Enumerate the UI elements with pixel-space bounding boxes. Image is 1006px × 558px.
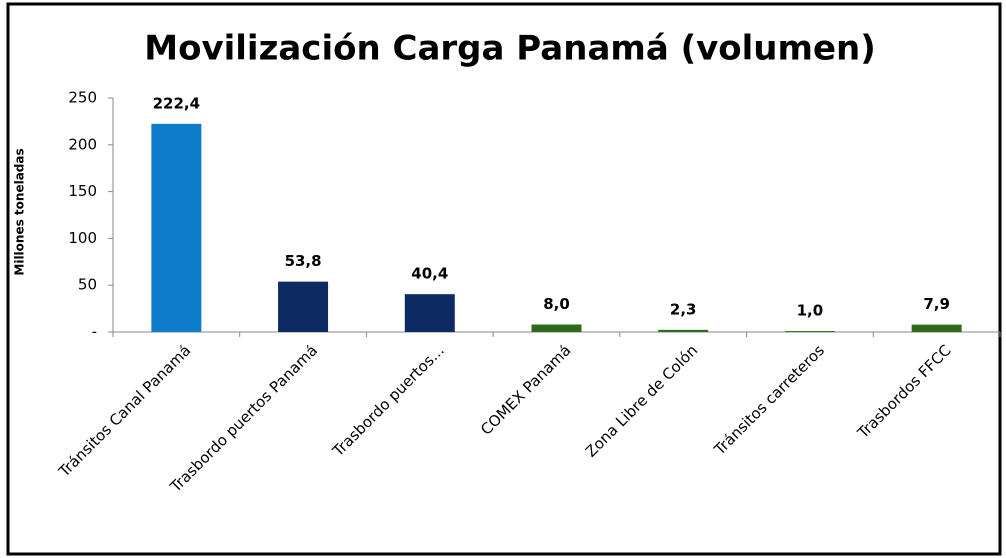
bar (531, 324, 582, 332)
y-axis-label: Millones toneladas (13, 148, 27, 275)
chart-title: Movilización Carga Panamá (volumen) (144, 29, 876, 69)
bar (278, 281, 329, 332)
bar (911, 324, 962, 332)
y-tick-label: 250 (68, 89, 97, 107)
value-label: 7,9 (923, 295, 950, 313)
bar (404, 294, 455, 332)
bar (784, 331, 835, 332)
value-label: 40,4 (411, 265, 448, 283)
y-tick-label: 150 (68, 182, 97, 200)
y-tick-label: 50 (78, 276, 97, 294)
value-label: 8,0 (543, 295, 570, 313)
bar (658, 329, 709, 332)
bar (151, 123, 202, 332)
y-tick-label: 100 (68, 229, 97, 247)
y-tick-label: 200 (68, 135, 97, 153)
value-label: 2,3 (670, 300, 697, 318)
value-label: 222,4 (153, 94, 200, 112)
value-label: 53,8 (285, 252, 322, 270)
y-tick-label: - (92, 323, 97, 341)
value-label: 1,0 (797, 302, 824, 320)
